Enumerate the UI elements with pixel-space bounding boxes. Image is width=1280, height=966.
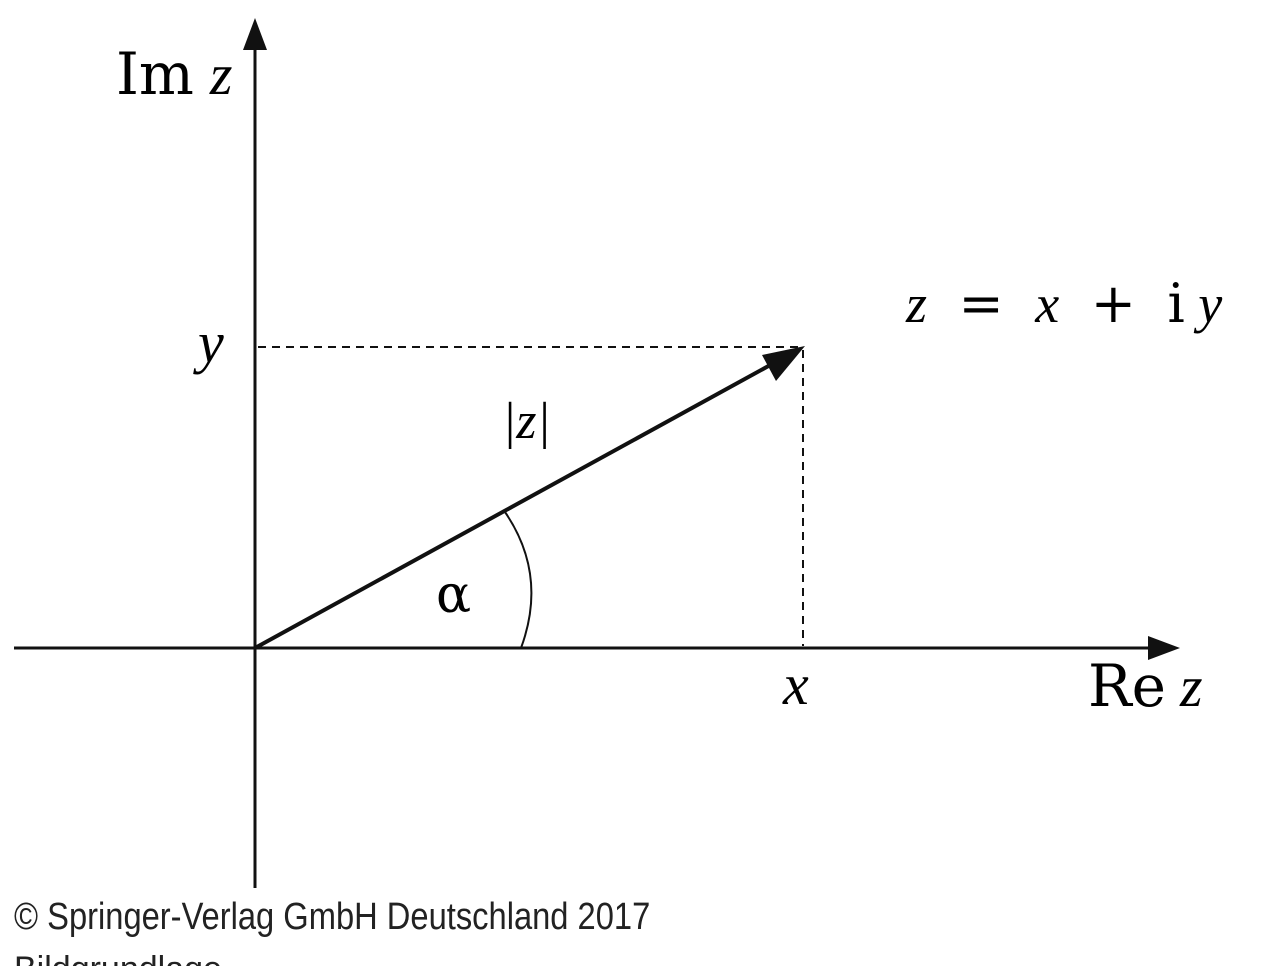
x-coordinate-label: x (782, 652, 809, 717)
angle-arc (504, 511, 533, 649)
real-axis-label: Re z (1088, 652, 1203, 720)
angle-label: α (436, 565, 471, 625)
copyright-notice: © Springer-Verlag GmbH Deutschland 2017 (14, 896, 651, 938)
complex-number-equation: z = x + i y (905, 272, 1222, 335)
y-coordinate-label: y (193, 310, 224, 375)
vector-z (254, 356, 784, 650)
clipped-caption-line: Bildgrundlage (14, 952, 222, 966)
imaginary-axis-arrowhead (243, 18, 267, 50)
real-axis-arrowhead (1148, 636, 1180, 660)
magnitude-label: |z| (502, 393, 551, 450)
imaginary-axis-label: Im z (116, 40, 233, 108)
vector-z-arrowhead (762, 346, 805, 381)
